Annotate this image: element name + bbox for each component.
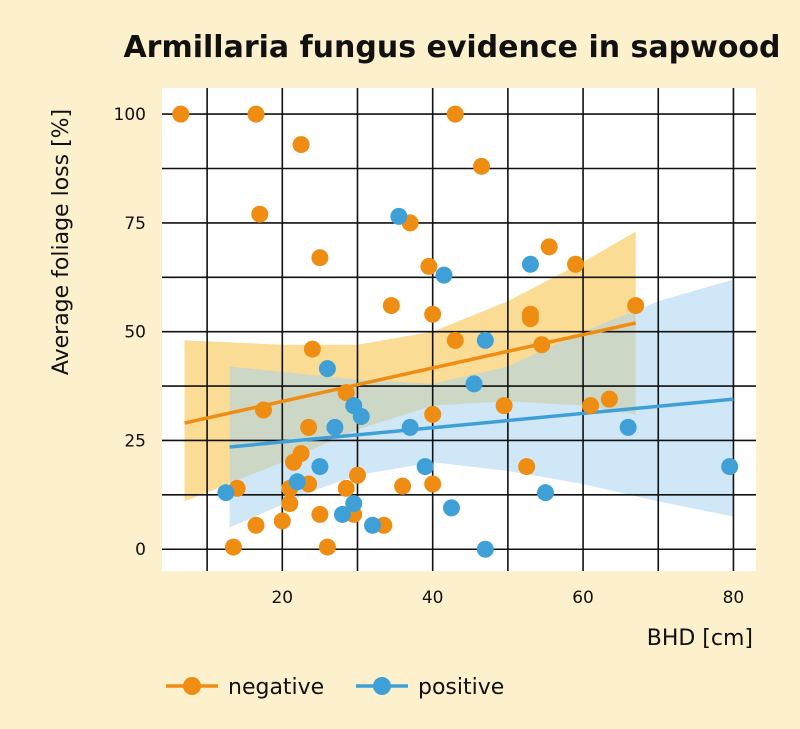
negative-point bbox=[533, 336, 551, 354]
legend: negative positive bbox=[166, 675, 504, 700]
positive-point bbox=[416, 458, 434, 476]
negative-point bbox=[311, 505, 329, 523]
negative-point bbox=[518, 458, 536, 476]
positive-point bbox=[311, 458, 329, 476]
negative-point bbox=[292, 136, 310, 154]
legend-label-negative: negative bbox=[228, 675, 324, 700]
negative-point bbox=[348, 466, 366, 484]
negative-point bbox=[311, 249, 329, 267]
x-tick-label: 40 bbox=[422, 588, 444, 608]
legend-item-negative: negative bbox=[166, 675, 324, 700]
negative-point bbox=[292, 445, 310, 463]
negative-point bbox=[337, 384, 355, 402]
negative-point bbox=[424, 405, 442, 423]
x-tick-labels: 20 40 60 80 bbox=[271, 588, 744, 608]
y-tick-label: 50 bbox=[124, 323, 146, 343]
positive-point bbox=[390, 207, 408, 225]
negative-point bbox=[627, 297, 645, 315]
positive-point bbox=[476, 331, 494, 349]
positive-point bbox=[476, 540, 494, 558]
positive-point bbox=[345, 495, 363, 513]
negative-point bbox=[420, 257, 438, 275]
x-axis-label: BHD [cm] bbox=[647, 626, 753, 651]
negative-point bbox=[521, 310, 539, 328]
positive-point bbox=[442, 499, 460, 517]
negative-point bbox=[281, 495, 299, 513]
negative-point bbox=[224, 538, 242, 556]
positive-point bbox=[352, 408, 370, 426]
positive-trend-line bbox=[229, 397, 734, 449]
y-tick-labels: 0 25 50 75 100 bbox=[114, 105, 146, 560]
negative-point bbox=[318, 538, 336, 556]
y-tick-label: 0 bbox=[135, 540, 146, 560]
y-tick-label: 75 bbox=[124, 214, 146, 234]
negative-point bbox=[300, 418, 318, 436]
positive-point bbox=[721, 458, 739, 476]
negative-point bbox=[446, 105, 464, 123]
positive-point bbox=[217, 484, 235, 502]
x-tick-label: 60 bbox=[572, 588, 594, 608]
chart-title: Armillaria fungus evidence in sapwood bbox=[123, 30, 780, 65]
positive-point bbox=[465, 375, 483, 393]
negative-point bbox=[247, 516, 265, 534]
negative-point bbox=[255, 401, 273, 419]
positive-point bbox=[318, 360, 336, 378]
x-tick-label: 20 bbox=[271, 588, 293, 608]
negative-point bbox=[473, 157, 491, 175]
negative-point bbox=[600, 390, 618, 408]
negative-point bbox=[303, 340, 321, 358]
negative-point bbox=[382, 297, 400, 315]
negative-point bbox=[567, 255, 585, 273]
negative-point bbox=[582, 397, 600, 415]
legend-marker-negative bbox=[183, 677, 201, 695]
negative-point bbox=[424, 305, 442, 323]
x-tick-label: 80 bbox=[723, 588, 745, 608]
positive-point bbox=[288, 473, 306, 491]
negative-point bbox=[251, 205, 269, 223]
negative-point bbox=[247, 105, 265, 123]
negative-point bbox=[273, 512, 291, 530]
negative-point bbox=[446, 331, 464, 349]
confidence-bands bbox=[184, 231, 734, 528]
legend-item-positive: positive bbox=[356, 675, 504, 700]
positive-point bbox=[401, 418, 419, 436]
y-tick-label: 25 bbox=[124, 431, 146, 451]
legend-label-positive: positive bbox=[418, 675, 504, 700]
y-tick-label: 100 bbox=[114, 105, 146, 125]
negative-point bbox=[172, 105, 190, 123]
positive-point bbox=[619, 418, 637, 436]
positive-confidence-band bbox=[229, 279, 734, 528]
positive-point bbox=[435, 266, 453, 284]
positive-point bbox=[326, 418, 344, 436]
data-points bbox=[172, 105, 739, 558]
positive-point bbox=[364, 516, 382, 534]
positive-point bbox=[521, 255, 539, 273]
negative-point bbox=[424, 475, 442, 493]
y-axis-label: Average foliage loss [%] bbox=[49, 109, 74, 375]
positive-point bbox=[333, 505, 351, 523]
negative-point bbox=[540, 238, 558, 256]
negative-point bbox=[495, 397, 513, 415]
negative-point bbox=[337, 479, 355, 497]
positive-point bbox=[536, 484, 554, 502]
legend-marker-positive bbox=[373, 677, 391, 695]
negative-point bbox=[394, 477, 412, 495]
